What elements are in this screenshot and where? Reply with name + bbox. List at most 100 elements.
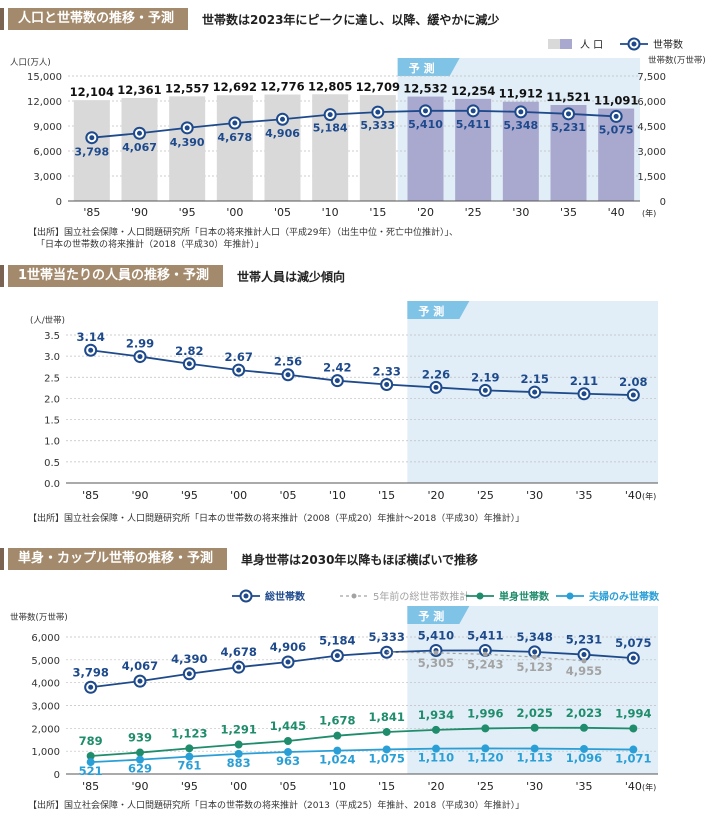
x-tick-label: '00 <box>230 489 247 502</box>
population-value-label: 12,532 <box>403 82 447 96</box>
x-tick-label: '15 <box>378 780 395 793</box>
x-tick-label: '85 <box>83 206 100 219</box>
series-point <box>481 744 490 753</box>
section-title: 人口と世帯数の推移・予測 <box>0 8 189 30</box>
x-tick-label: '30 <box>526 489 543 502</box>
series-value-label: 521 <box>79 764 103 778</box>
persons-point-core <box>285 372 291 378</box>
series-point <box>185 744 194 753</box>
series-point-core <box>88 684 94 690</box>
y-tick-label: 2,000 <box>31 724 60 735</box>
series-value-label: 883 <box>227 756 251 770</box>
persons-value-label: 2.67 <box>224 350 252 364</box>
section-header: 単身・カップル世帯の推移・予測 単身世帯は2030年以降もほぼ横ばいで推移 <box>0 548 479 570</box>
legend-swatch-population-forecast <box>560 39 572 49</box>
households-point-core <box>89 135 95 141</box>
population-bar <box>121 97 158 201</box>
section-title: 単身・カップル世帯の推移・予測 <box>0 548 228 570</box>
series-point-core <box>630 655 636 661</box>
population-value-label: 12,361 <box>117 83 161 97</box>
persons-value-label: 2.82 <box>175 344 203 358</box>
households-value-label: 5,410 <box>408 118 443 131</box>
x-tick-label: '30 <box>526 780 543 793</box>
y-tick-label: 2.5 <box>44 373 60 384</box>
series-value-label: 1,096 <box>566 751 602 765</box>
series-point <box>481 724 490 733</box>
y-right-tick-label: 3,000 <box>637 147 666 158</box>
households-point-core <box>423 108 428 114</box>
population-bar <box>169 96 206 201</box>
households-point-core <box>137 130 142 136</box>
y-left-tick-label: 12,000 <box>27 97 62 108</box>
x-tick-label: '40 <box>625 780 642 793</box>
series-point-core <box>137 678 143 684</box>
section-subtitle: 世帯数は2023年にピークに達し、以降、緩やかに減少 <box>202 12 500 27</box>
y-left-tick-label: 9,000 <box>33 122 62 133</box>
legend-label: 5年前の総世帯数推計 <box>373 590 469 603</box>
population-value-label: 12,557 <box>165 81 209 95</box>
section-title: 1世帯当たりの人員の推移・予測 <box>0 265 224 287</box>
population-value-label: 12,104 <box>70 85 114 99</box>
section-subtitle: 単身世帯は2030年以降もほぼ横ばいで推移 <box>241 552 479 567</box>
x-tick-label: '25 <box>477 489 494 502</box>
legend-label: 夫婦のみ世帯数 <box>588 590 660 603</box>
x-axis-unit: (年) <box>642 208 656 218</box>
households-point-core <box>518 109 524 115</box>
series-value-label: 4,955 <box>566 664 602 678</box>
households-value-label: 5,333 <box>360 119 395 132</box>
series-point <box>234 740 243 749</box>
households-value-label: 5,411 <box>456 118 491 131</box>
series-point <box>284 748 292 757</box>
households-value-label: 5,184 <box>313 122 348 135</box>
section-persons-per-household: 1世帯当たりの人員の推移・予測 世帯人員は減少傾向 予 測 0.0 0.5 1.0 1.… <box>0 265 710 540</box>
single-couple-households-chart: 予 測 0 1,000 2,000 3,000 4,000 5,000 6,000 世帯数(万世… <box>10 589 660 793</box>
y-tick-label: 2.0 <box>44 394 60 405</box>
x-tick-label: '10 <box>329 780 346 793</box>
series-value-label: 1,110 <box>418 751 454 765</box>
households-value-label: 4,390 <box>170 136 205 149</box>
y-left-tick-label: 3,000 <box>33 172 62 183</box>
series-value-label: 5,231 <box>566 633 602 647</box>
series-point <box>382 727 391 736</box>
households-line <box>91 109 617 139</box>
legend-label-households: 世帯数 <box>653 38 683 51</box>
population-bar <box>216 95 253 201</box>
series-point <box>86 758 95 767</box>
x-tick-label: '20 <box>427 780 444 793</box>
series-value-label: 963 <box>276 754 300 768</box>
series-point <box>136 755 144 764</box>
y-tick-label: 3.0 <box>44 352 60 363</box>
series-value-label: 5,348 <box>516 630 552 644</box>
households-point-core <box>613 113 619 119</box>
series-value-label: 5,411 <box>467 628 503 642</box>
series-value-label: 5,184 <box>319 634 355 648</box>
forecast-tab <box>407 301 470 319</box>
x-axis-unit: (年) <box>642 491 656 501</box>
series-value-label: 1,445 <box>270 719 306 733</box>
persons-value-label: 2.42 <box>323 361 351 375</box>
series-point-core <box>532 649 538 655</box>
households-value-label: 5,231 <box>551 121 586 134</box>
legend-marker <box>476 592 484 600</box>
persons-point-core <box>482 387 488 393</box>
population-households-chart: 予 測 0 3,000 6,000 9,000 12,000 15,000 0 1,500 3,0… <box>10 37 706 219</box>
y-right-tick-label: 1,500 <box>637 172 666 183</box>
y-right-tick-label: 7,500 <box>637 72 666 83</box>
series-value-label: 1,113 <box>516 751 552 765</box>
y-left-tick-label: 15,000 <box>27 72 62 83</box>
source-note: 【出所】国立社会保障・人口問題研究所「日本の世帯数の将来推計（2008（平成20… <box>28 513 524 525</box>
households-point-core <box>280 116 285 122</box>
y-tick-label: 4,000 <box>31 679 60 690</box>
population-value-label: 11,912 <box>499 87 543 101</box>
y-left-tick-label: 6,000 <box>33 147 62 158</box>
x-tick-label: '05 <box>274 206 291 219</box>
persons-value-label: 2.26 <box>422 367 450 381</box>
series-value-label: 629 <box>128 762 152 776</box>
series-value-label: 939 <box>128 731 152 745</box>
x-tick-label: '15 <box>378 489 395 502</box>
series-point <box>629 724 638 733</box>
series-point <box>234 749 243 758</box>
x-tick-label: '85 <box>82 489 99 502</box>
series-point-core <box>236 664 242 670</box>
persons-value-label: 2.19 <box>471 370 499 384</box>
